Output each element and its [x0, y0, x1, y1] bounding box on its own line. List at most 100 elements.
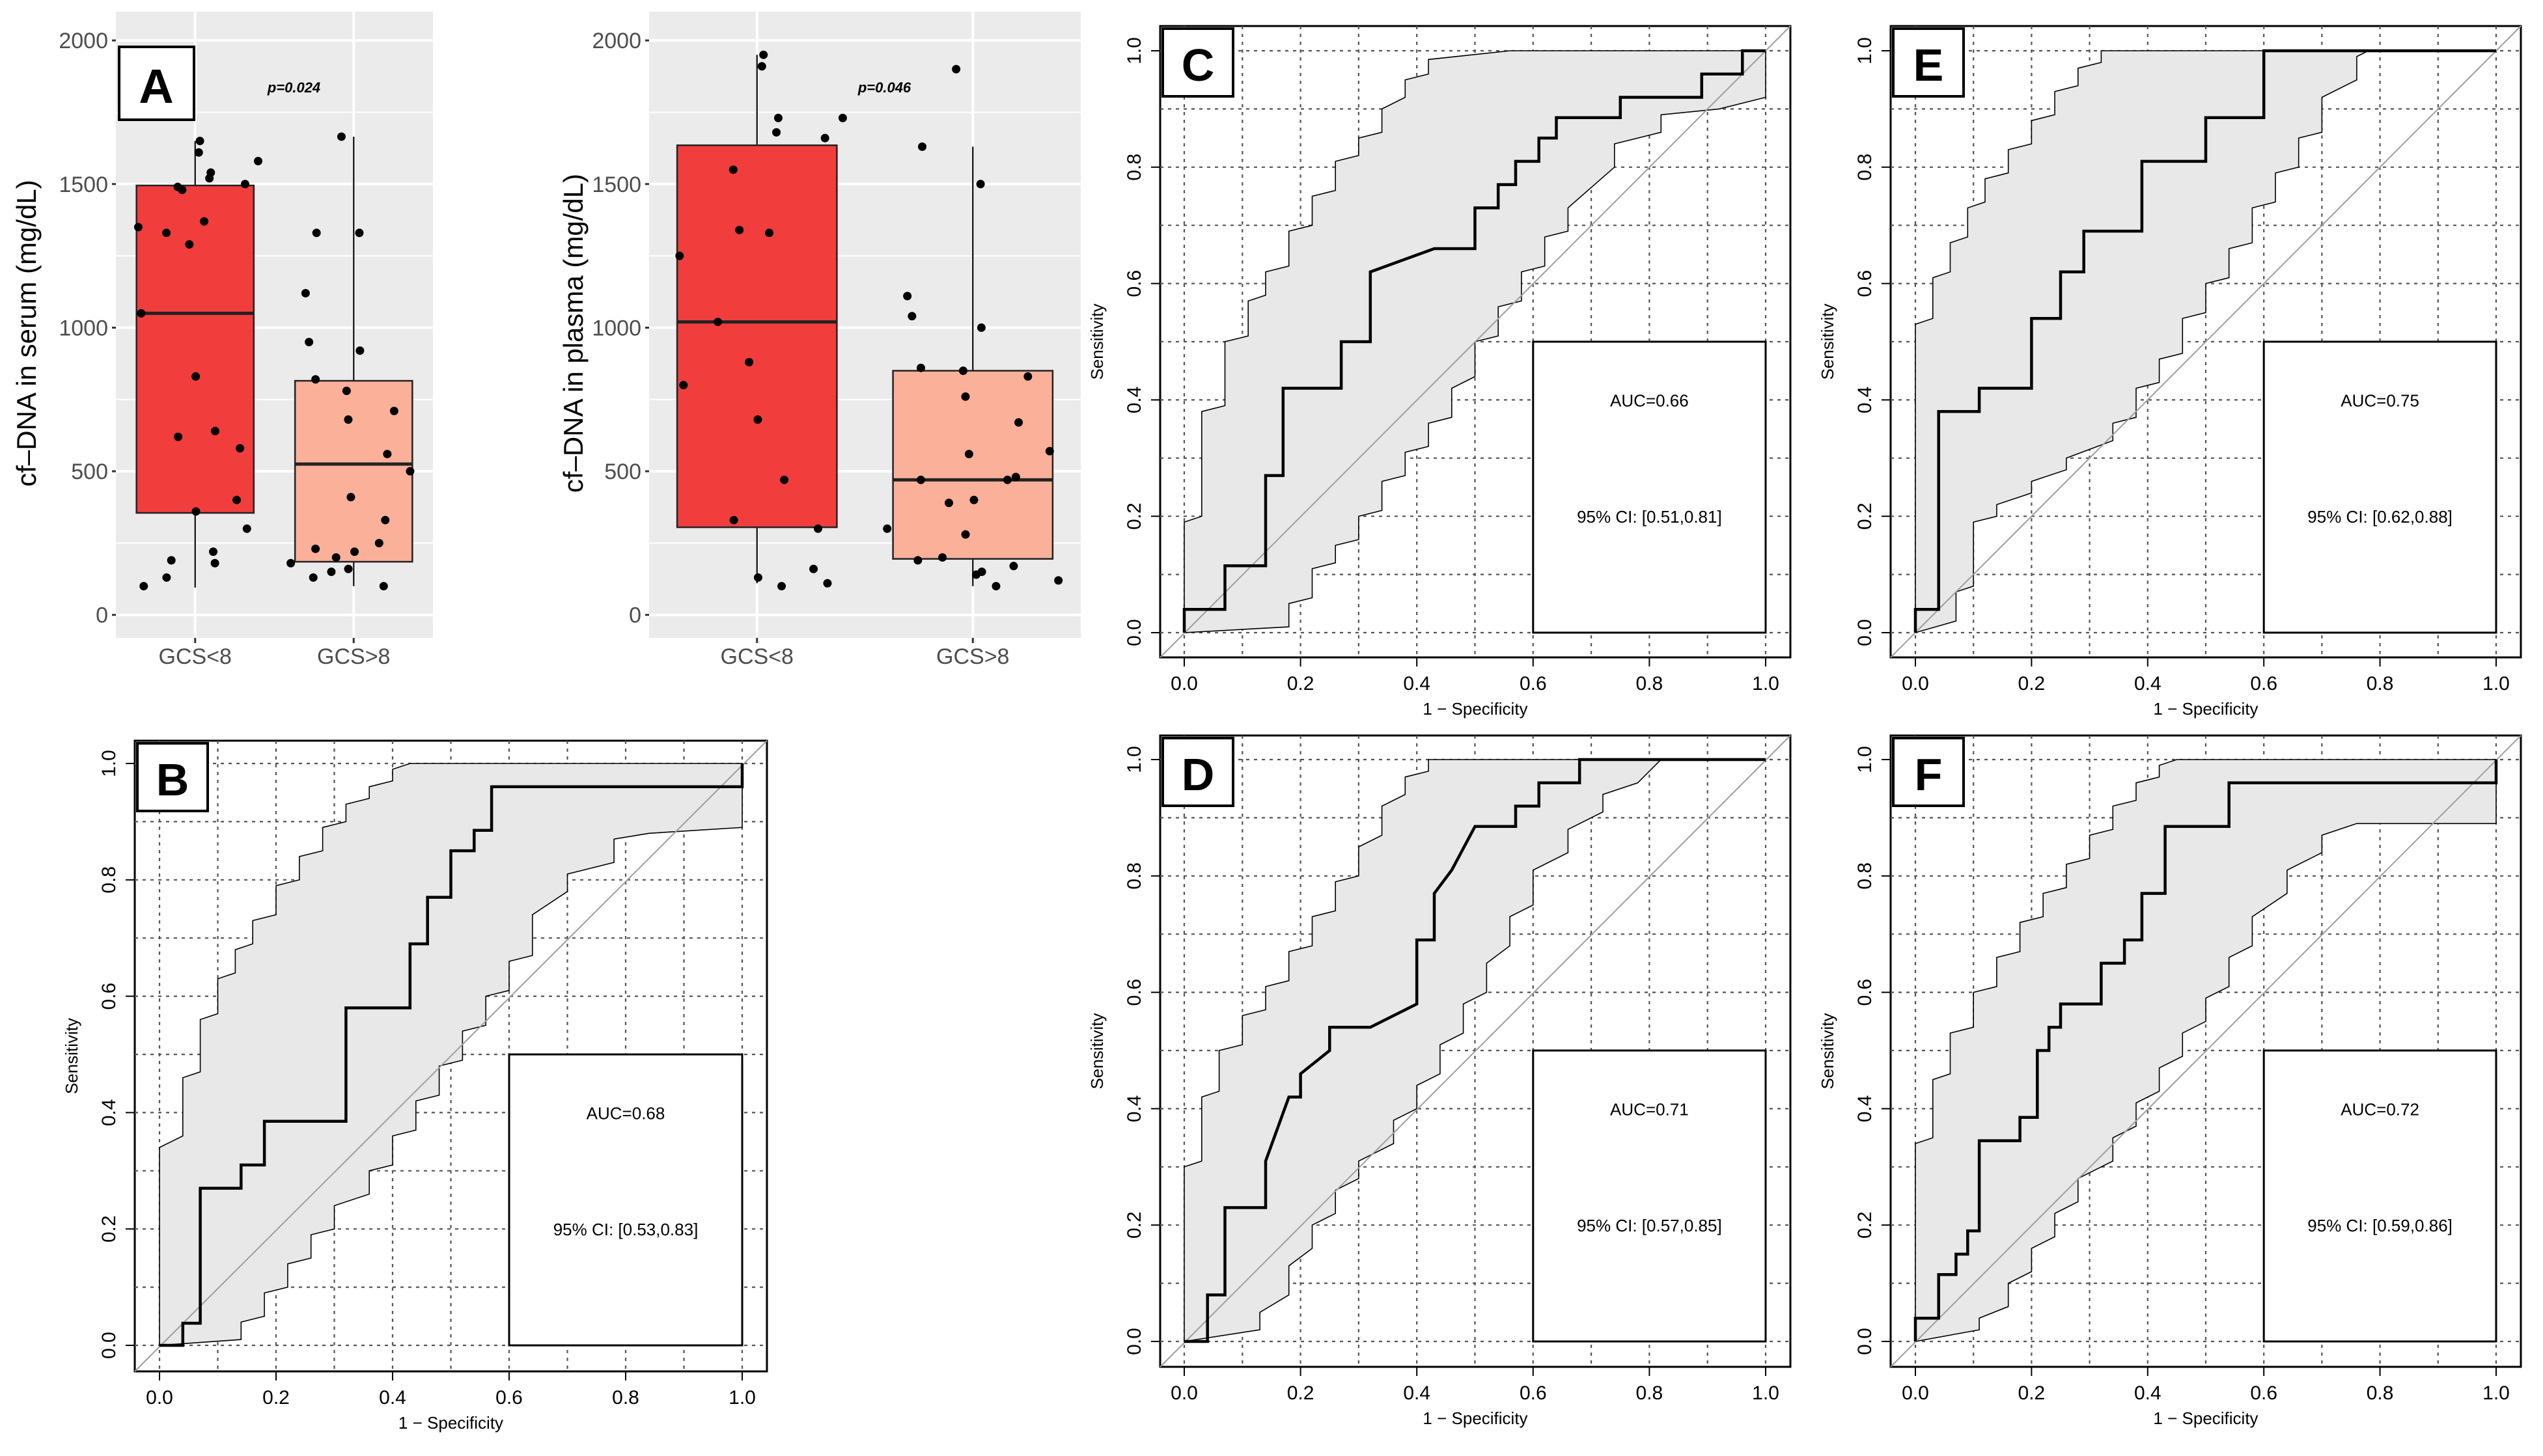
data-point	[675, 251, 684, 260]
data-point	[191, 507, 201, 516]
x-tick-label: 0.6	[495, 1387, 523, 1408]
data-point	[327, 568, 336, 577]
y-tick-label: 0.8	[1854, 154, 1876, 181]
data-point	[753, 573, 762, 582]
auc-box	[1532, 340, 1767, 634]
roc-curve	[1913, 49, 2496, 633]
roc-plot-c: AUC=0.66 95% CI: [0.51,0.81] 0.0 0.0 0.2 0.2 0…	[1087, 25, 1792, 719]
panel-label-box	[1892, 27, 1965, 98]
data-point	[389, 406, 398, 415]
reference-diagonal	[134, 740, 768, 1372]
y-tick-label: 0.0	[1854, 619, 1876, 646]
data-point	[903, 292, 912, 301]
y-tick-label: 1.0	[1124, 37, 1145, 64]
data-point	[209, 547, 218, 556]
data-point	[809, 564, 818, 573]
data-point	[969, 495, 979, 504]
x-tick-label: 0.4	[2134, 1382, 2161, 1404]
panel-label-box	[118, 46, 195, 121]
y-tick-label: 1500	[59, 172, 108, 197]
data-point	[191, 372, 201, 381]
x-tick-label: GCS<8	[721, 644, 794, 669]
y-tick-label: 0	[96, 603, 108, 628]
y-tick-label: 1.0	[1854, 37, 1876, 64]
data-point	[976, 180, 985, 189]
roc-curve	[1913, 760, 2498, 1341]
panel-label-box	[136, 742, 209, 812]
x-tick-label: 0.0	[1902, 673, 1929, 694]
y-tick-label: 1.0	[1854, 746, 1876, 773]
data-point	[286, 558, 296, 568]
data-point	[838, 113, 847, 122]
roc-plot-b: AUC=0.68 95% CI: [0.53,0.83] 0.0 0.0 0.2 0.2 0…	[62, 739, 768, 1433]
auc-box	[2262, 340, 2497, 634]
data-point	[344, 564, 353, 573]
x-tick-label: 1.0	[1752, 1382, 1779, 1404]
y-axis-title: Sensitivity	[1818, 303, 1837, 379]
data-point	[729, 515, 738, 525]
y-tick-label: 500	[604, 460, 641, 484]
data-point	[1003, 475, 1012, 484]
x-tick-label: GCS>8	[936, 644, 1009, 669]
ci-text: 95% CI: [0.53,0.83]	[553, 1220, 699, 1239]
data-point	[210, 558, 219, 568]
data-point	[772, 128, 781, 137]
y-tick-label: 0.8	[98, 866, 120, 894]
y-tick-label: 0.2	[1854, 502, 1876, 530]
x-tick-label: 0.2	[1287, 1382, 1314, 1404]
data-point	[137, 309, 146, 318]
x-tick-label: 1.0	[729, 1387, 756, 1408]
data-point	[162, 573, 171, 582]
y-axis-title: cf–DNA in serum (mg/dL)	[11, 180, 42, 486]
data-point	[342, 386, 351, 395]
data-point	[195, 137, 204, 146]
y-axis-title: Sensitivity	[1818, 1013, 1837, 1089]
y-tick-label: 2000	[59, 29, 108, 53]
auc-box	[1532, 1049, 1767, 1343]
x-tick-label: 0.6	[1520, 673, 1547, 694]
data-point	[992, 582, 1001, 591]
data-point	[406, 467, 415, 476]
x-axis-title: 1 − Specificity	[1423, 1408, 1527, 1428]
x-tick-label: 0.8	[2367, 673, 2394, 694]
y-tick-label: 2000	[592, 29, 641, 53]
p-value-annotation: p=0.046	[857, 79, 911, 96]
data-point	[301, 288, 310, 297]
ci-text: 95% CI: [0.57,0.85]	[1577, 1216, 1722, 1235]
data-point	[916, 363, 925, 372]
data-point	[200, 217, 209, 226]
x-axis-title: 1 − Specificity	[2153, 1408, 2258, 1428]
data-point	[958, 366, 967, 376]
x-tick-label: 0.6	[1520, 1382, 1547, 1404]
data-point	[133, 223, 143, 232]
data-point	[312, 228, 321, 238]
data-point	[735, 225, 744, 234]
x-tick-label: 0.8	[1636, 673, 1663, 694]
data-point	[162, 228, 171, 238]
y-tick-label: 0.8	[1854, 862, 1876, 890]
auc-text: AUC=0.66	[1610, 391, 1689, 410]
box-GCS>8	[892, 370, 1054, 560]
data-point	[383, 450, 392, 459]
auc-box	[508, 1053, 743, 1347]
data-point	[337, 132, 346, 141]
reference-diagonal	[1160, 735, 1791, 1367]
y-tick-label: 0.4	[98, 1099, 120, 1127]
y-tick-label: 0.4	[1124, 387, 1145, 414]
data-point	[753, 415, 762, 424]
roc-plot-d: AUC=0.71 95% CI: [0.57,0.85] 0.0 0.0 0.2 0.2 0…	[1087, 734, 1792, 1428]
auc-text: AUC=0.68	[587, 1103, 665, 1123]
data-point	[883, 524, 892, 533]
panel-label-box	[1161, 27, 1234, 98]
data-point	[773, 113, 783, 122]
data-point	[194, 148, 203, 157]
data-point	[964, 450, 973, 459]
x-tick-label: 1.0	[1752, 673, 1779, 694]
roc-curve	[1182, 49, 1766, 633]
data-point	[210, 426, 219, 435]
data-point	[253, 156, 262, 165]
data-point	[961, 392, 970, 401]
roc-curve	[160, 763, 744, 1347]
data-point	[971, 570, 980, 579]
y-axis-title: Sensitivity	[1087, 303, 1107, 379]
